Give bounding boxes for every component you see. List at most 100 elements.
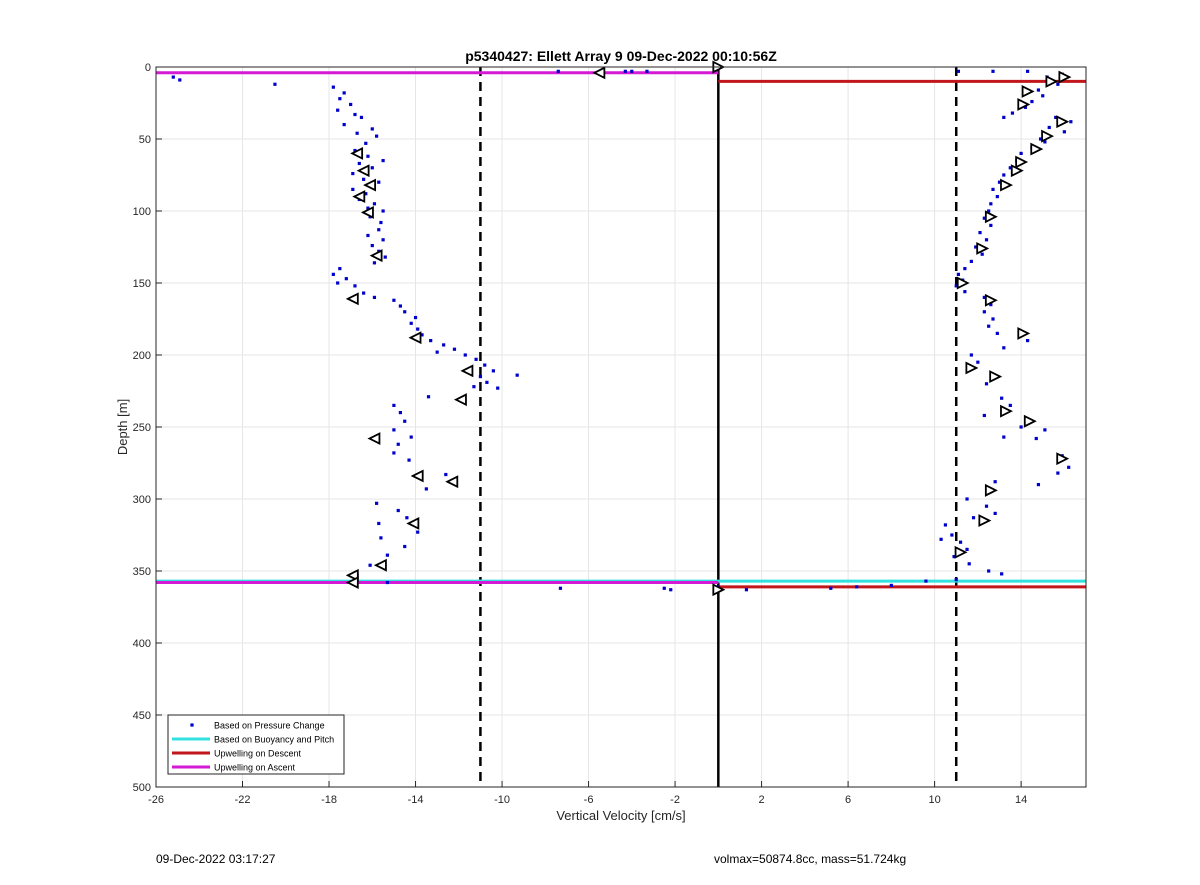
- pressure-change-point: [351, 187, 355, 191]
- pressure-change-point: [967, 562, 971, 566]
- pressure-change-point: [1002, 115, 1006, 119]
- pressure-change-point: [558, 586, 563, 590]
- pressure-change-point: [478, 375, 483, 379]
- x-tick-label: -26: [148, 794, 164, 806]
- pressure-change-point: [273, 82, 277, 86]
- pressure-change-point: [353, 284, 357, 288]
- descent-triangle-marker: [1017, 326, 1031, 340]
- pressure-change-point: [982, 310, 986, 314]
- y-tick-label: 0: [145, 62, 151, 74]
- y-tick-label: 500: [133, 782, 151, 794]
- y-tick-label: 450: [133, 710, 151, 722]
- pressure-change-point: [1000, 572, 1004, 576]
- y-tick-label: 150: [133, 278, 151, 290]
- pressure-change-point: [1002, 435, 1006, 439]
- pressure-change-point: [982, 413, 986, 418]
- pressure-change-point: [344, 277, 348, 281]
- x-axis-label: Vertical Velocity [cm/s]: [556, 808, 685, 823]
- pressure-change-point: [1043, 428, 1047, 432]
- pressure-change-point: [392, 298, 396, 302]
- descent-triangle-marker: [1041, 129, 1055, 143]
- pressure-change-point: [366, 206, 370, 210]
- pressure-change-point: [1008, 166, 1012, 170]
- pressure-change-point: [338, 97, 342, 101]
- y-tick-label: 350: [133, 566, 151, 578]
- pressure-change-point: [1038, 137, 1043, 141]
- pressure-change-point: [359, 115, 364, 119]
- pressure-change-point: [623, 69, 627, 73]
- pressure-change-point: [924, 579, 928, 583]
- pressure-change-point: [342, 91, 346, 95]
- pressure-change-point: [381, 209, 385, 213]
- footer-timestamp: 09-Dec-2022 03:17:27: [156, 852, 276, 866]
- descent-triangle-marker: [1056, 115, 1070, 129]
- pressure-change-point: [1000, 396, 1004, 400]
- pressure-change-point: [485, 380, 489, 384]
- pressure-change-point: [954, 578, 958, 582]
- pressure-change-point: [413, 315, 418, 320]
- pressure-change-point: [939, 537, 943, 541]
- pressure-change-point: [372, 295, 377, 299]
- axis-ticks: -26 -22 -18 -14 -10 -6 -2 2 6 10 14050100150200250…: [133, 62, 1028, 806]
- pressure-change-point: [987, 324, 991, 328]
- pressure-change-point: [364, 141, 368, 145]
- pressure-change-point: [645, 69, 649, 73]
- ascent-triangle-marker: [410, 469, 424, 483]
- pressure-change-point: [965, 497, 969, 501]
- grid-lines: [155, 66, 1086, 788]
- pressure-change-point: [353, 148, 357, 153]
- ascent-triangle-marker: [360, 205, 374, 219]
- legend-box: [167, 714, 345, 775]
- descent-triangle-marker: [976, 241, 990, 255]
- descent-triangle-marker: [1030, 142, 1044, 156]
- pressure-change-point: [409, 435, 413, 439]
- pressure-change-point: [366, 154, 370, 158]
- ascent-triangle-marker: [369, 249, 383, 263]
- pressure-change-point: [1010, 111, 1015, 115]
- pressure-change-point: [362, 177, 366, 181]
- pressure-change-point: [444, 472, 448, 477]
- ascent-triangle-marker: [367, 432, 381, 445]
- pressure-change-point: [403, 544, 407, 549]
- pressure-change-point: [349, 102, 353, 107]
- chart-legend: Based on Pressure Change Based on Buoyanc…: [167, 714, 345, 775]
- pressure-change-point: [744, 588, 749, 592]
- descent-triangle-marker: [1010, 164, 1024, 178]
- pressure-change-point: [381, 238, 385, 242]
- pressure-change-point: [982, 216, 986, 220]
- descent-triangle-marker: [712, 583, 726, 597]
- legend-swatch-dot: [190, 723, 194, 727]
- pressure-change-point: [1036, 483, 1041, 487]
- pressure-change-point: [1041, 94, 1045, 98]
- pressure-change-point: [1036, 88, 1041, 92]
- ascent-triangle-marker: [350, 146, 364, 160]
- legend-label: Based on Buoyancy and Pitch: [214, 735, 334, 745]
- pressure-change-point: [984, 238, 989, 242]
- y-tick-label: 400: [133, 638, 151, 650]
- pressure-change-point: [1043, 140, 1047, 144]
- pressure-change-point: [1019, 151, 1023, 155]
- plot-series: [156, 60, 1086, 787]
- pressure-change-point: [987, 569, 991, 573]
- x-tick-label: 2: [759, 794, 765, 806]
- pressure-change-point: [630, 69, 634, 73]
- pressure-change-point: [829, 586, 833, 590]
- pressure-change-point: [385, 580, 390, 585]
- ascent-triangle-marker: [460, 364, 474, 378]
- pressure-change-point: [991, 69, 995, 73]
- pressure-change-point: [958, 540, 963, 544]
- x-tick-label: 14: [1015, 794, 1027, 806]
- pressure-change-point: [338, 267, 342, 271]
- pressure-change-point: [662, 586, 666, 590]
- pressure-change-point: [997, 180, 1002, 184]
- descent-triangle-marker: [1045, 74, 1059, 88]
- pressure-change-point: [950, 533, 954, 537]
- pressure-change-point: [420, 333, 424, 337]
- pressure-change-point: [989, 202, 993, 206]
- pressure-change-point: [336, 281, 340, 285]
- ascent-triangle-marker: [406, 517, 420, 530]
- pressure-change-point: [980, 252, 984, 256]
- pressure-change-point: [385, 553, 390, 557]
- pressure-change-point: [383, 255, 387, 259]
- pressure-change-point: [855, 585, 859, 589]
